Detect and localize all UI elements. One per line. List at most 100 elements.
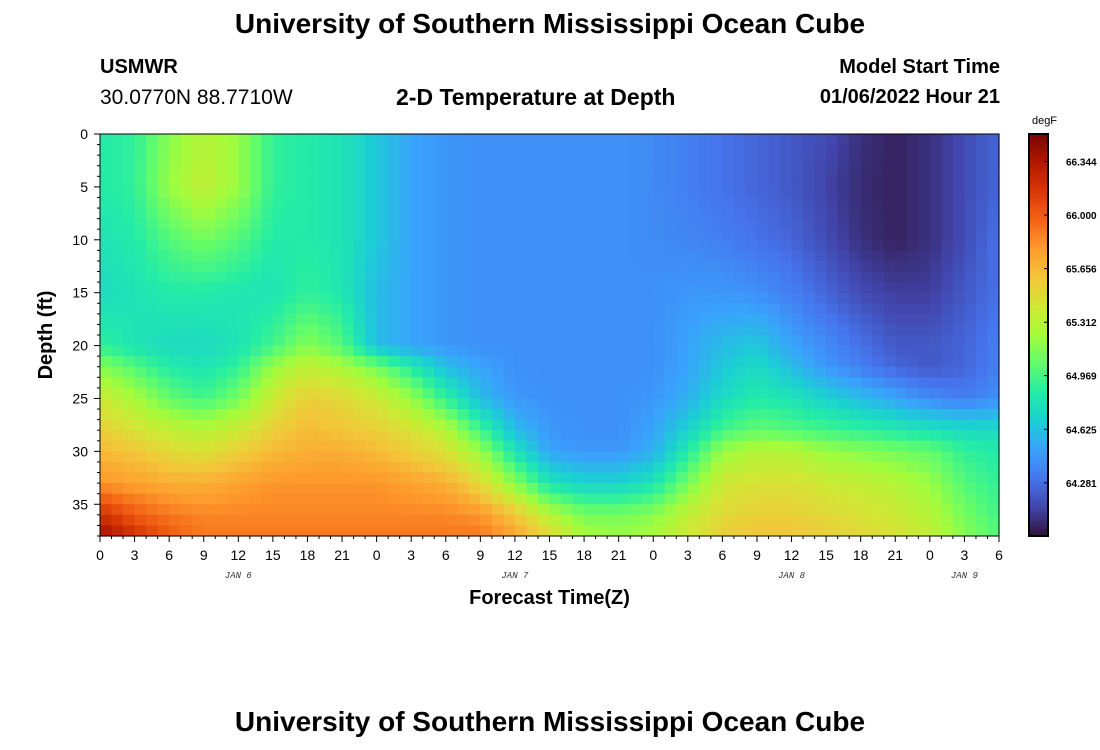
heatmap-cell (676, 271, 689, 283)
heatmap-cell (814, 144, 827, 156)
heatmap-cell (192, 229, 205, 241)
heatmap-cell (849, 144, 862, 156)
heatmap-cell (422, 165, 435, 177)
heatmap-cell (687, 387, 700, 400)
x-tick-label: 9 (476, 547, 484, 563)
heatmap-cell (365, 430, 378, 442)
heatmap-cell (849, 430, 862, 442)
heatmap-cell (607, 345, 620, 357)
heatmap-cell (157, 345, 170, 357)
heatmap-cell (941, 292, 954, 304)
heatmap-cell (653, 208, 666, 220)
heatmap-cell (895, 176, 908, 188)
heatmap-cell (745, 186, 758, 199)
heatmap-cell (964, 229, 977, 241)
heatmap-cell (641, 419, 654, 431)
heatmap-cell (572, 292, 585, 304)
heatmap-cell (411, 472, 424, 484)
heatmap-cell (814, 260, 827, 273)
heatmap-cell (826, 303, 839, 315)
heatmap-cell (342, 208, 355, 220)
heatmap-cell (215, 377, 228, 389)
heatmap-cell (376, 419, 389, 431)
heatmap-cell (780, 514, 793, 527)
heatmap-cell (549, 356, 562, 368)
heatmap-cell (526, 483, 539, 495)
heatmap-cell (572, 186, 585, 199)
colorbar-tick-label: 65.312 (1066, 318, 1097, 329)
heatmap-cell (480, 165, 493, 177)
heatmap-cell (318, 282, 332, 294)
heatmap-cell (906, 419, 919, 431)
heatmap-cell (837, 440, 850, 452)
heatmap-cell (803, 345, 816, 357)
heatmap-cell (906, 366, 919, 378)
heatmap-cell (595, 377, 608, 389)
heatmap-cell (780, 440, 793, 452)
heatmap-cell (203, 155, 216, 167)
heatmap-cell (526, 239, 539, 251)
heatmap-cell (964, 292, 977, 304)
heatmap-cell (572, 155, 585, 167)
heatmap-cell (157, 313, 170, 326)
heatmap-cell (388, 250, 401, 262)
heatmap-cell (722, 461, 735, 474)
heatmap-cell (180, 197, 193, 209)
heatmap-cell (745, 440, 758, 452)
heatmap-cell (180, 472, 193, 484)
heatmap-cell (192, 430, 205, 442)
heatmap-cell (722, 208, 735, 220)
heatmap-cell (514, 483, 528, 495)
heatmap-cell (664, 514, 677, 527)
heatmap-cell (826, 525, 839, 537)
heatmap-cell (607, 239, 620, 251)
heatmap-cell (215, 218, 228, 230)
heatmap-cell (883, 176, 896, 188)
heatmap-cell (664, 239, 677, 251)
heatmap-cell (549, 377, 562, 389)
heatmap-cell (376, 504, 389, 516)
heatmap-cell (307, 155, 320, 167)
heatmap-cell (641, 271, 654, 283)
heatmap-cell (226, 165, 239, 177)
heatmap-cell (422, 208, 435, 220)
heatmap-cell (872, 134, 885, 146)
heatmap-cell (872, 472, 885, 484)
heatmap-cell (745, 144, 758, 156)
heatmap-cell (169, 387, 182, 400)
heatmap-cell (203, 430, 216, 442)
heatmap-cell (768, 356, 781, 368)
heatmap-cell (238, 345, 251, 357)
heatmap-cell (203, 313, 216, 326)
heatmap-cell (941, 335, 954, 347)
heatmap-cell (330, 461, 343, 474)
heatmap-cell (388, 451, 401, 463)
heatmap-cell (618, 282, 631, 294)
heatmap-cell (710, 493, 723, 505)
heatmap-cell (549, 260, 562, 273)
heatmap-cell (561, 282, 574, 294)
heatmap-cell (180, 398, 193, 410)
heatmap-cell (514, 271, 528, 283)
heatmap-cell (618, 419, 631, 431)
heatmap-cell (295, 335, 309, 347)
heatmap-cell (480, 387, 493, 400)
heatmap-cell (157, 387, 170, 400)
heatmap-cell (226, 504, 239, 516)
colorbar-segment (1029, 281, 1048, 286)
heatmap-cell (906, 335, 919, 347)
heatmap-cell (895, 525, 908, 537)
heatmap-cell (641, 313, 654, 326)
heatmap-cell (261, 419, 274, 431)
heatmap-cell (756, 239, 770, 251)
heatmap-cell (687, 409, 700, 421)
heatmap-cell (549, 218, 562, 230)
heatmap-cell (929, 176, 942, 188)
heatmap-cell (895, 356, 908, 368)
heatmap-cell (607, 398, 620, 410)
heatmap-cell (607, 419, 620, 431)
heatmap-cell (342, 525, 355, 537)
heatmap-cell (215, 472, 228, 484)
heatmap-cell (111, 271, 124, 283)
heatmap-cell (284, 229, 297, 241)
